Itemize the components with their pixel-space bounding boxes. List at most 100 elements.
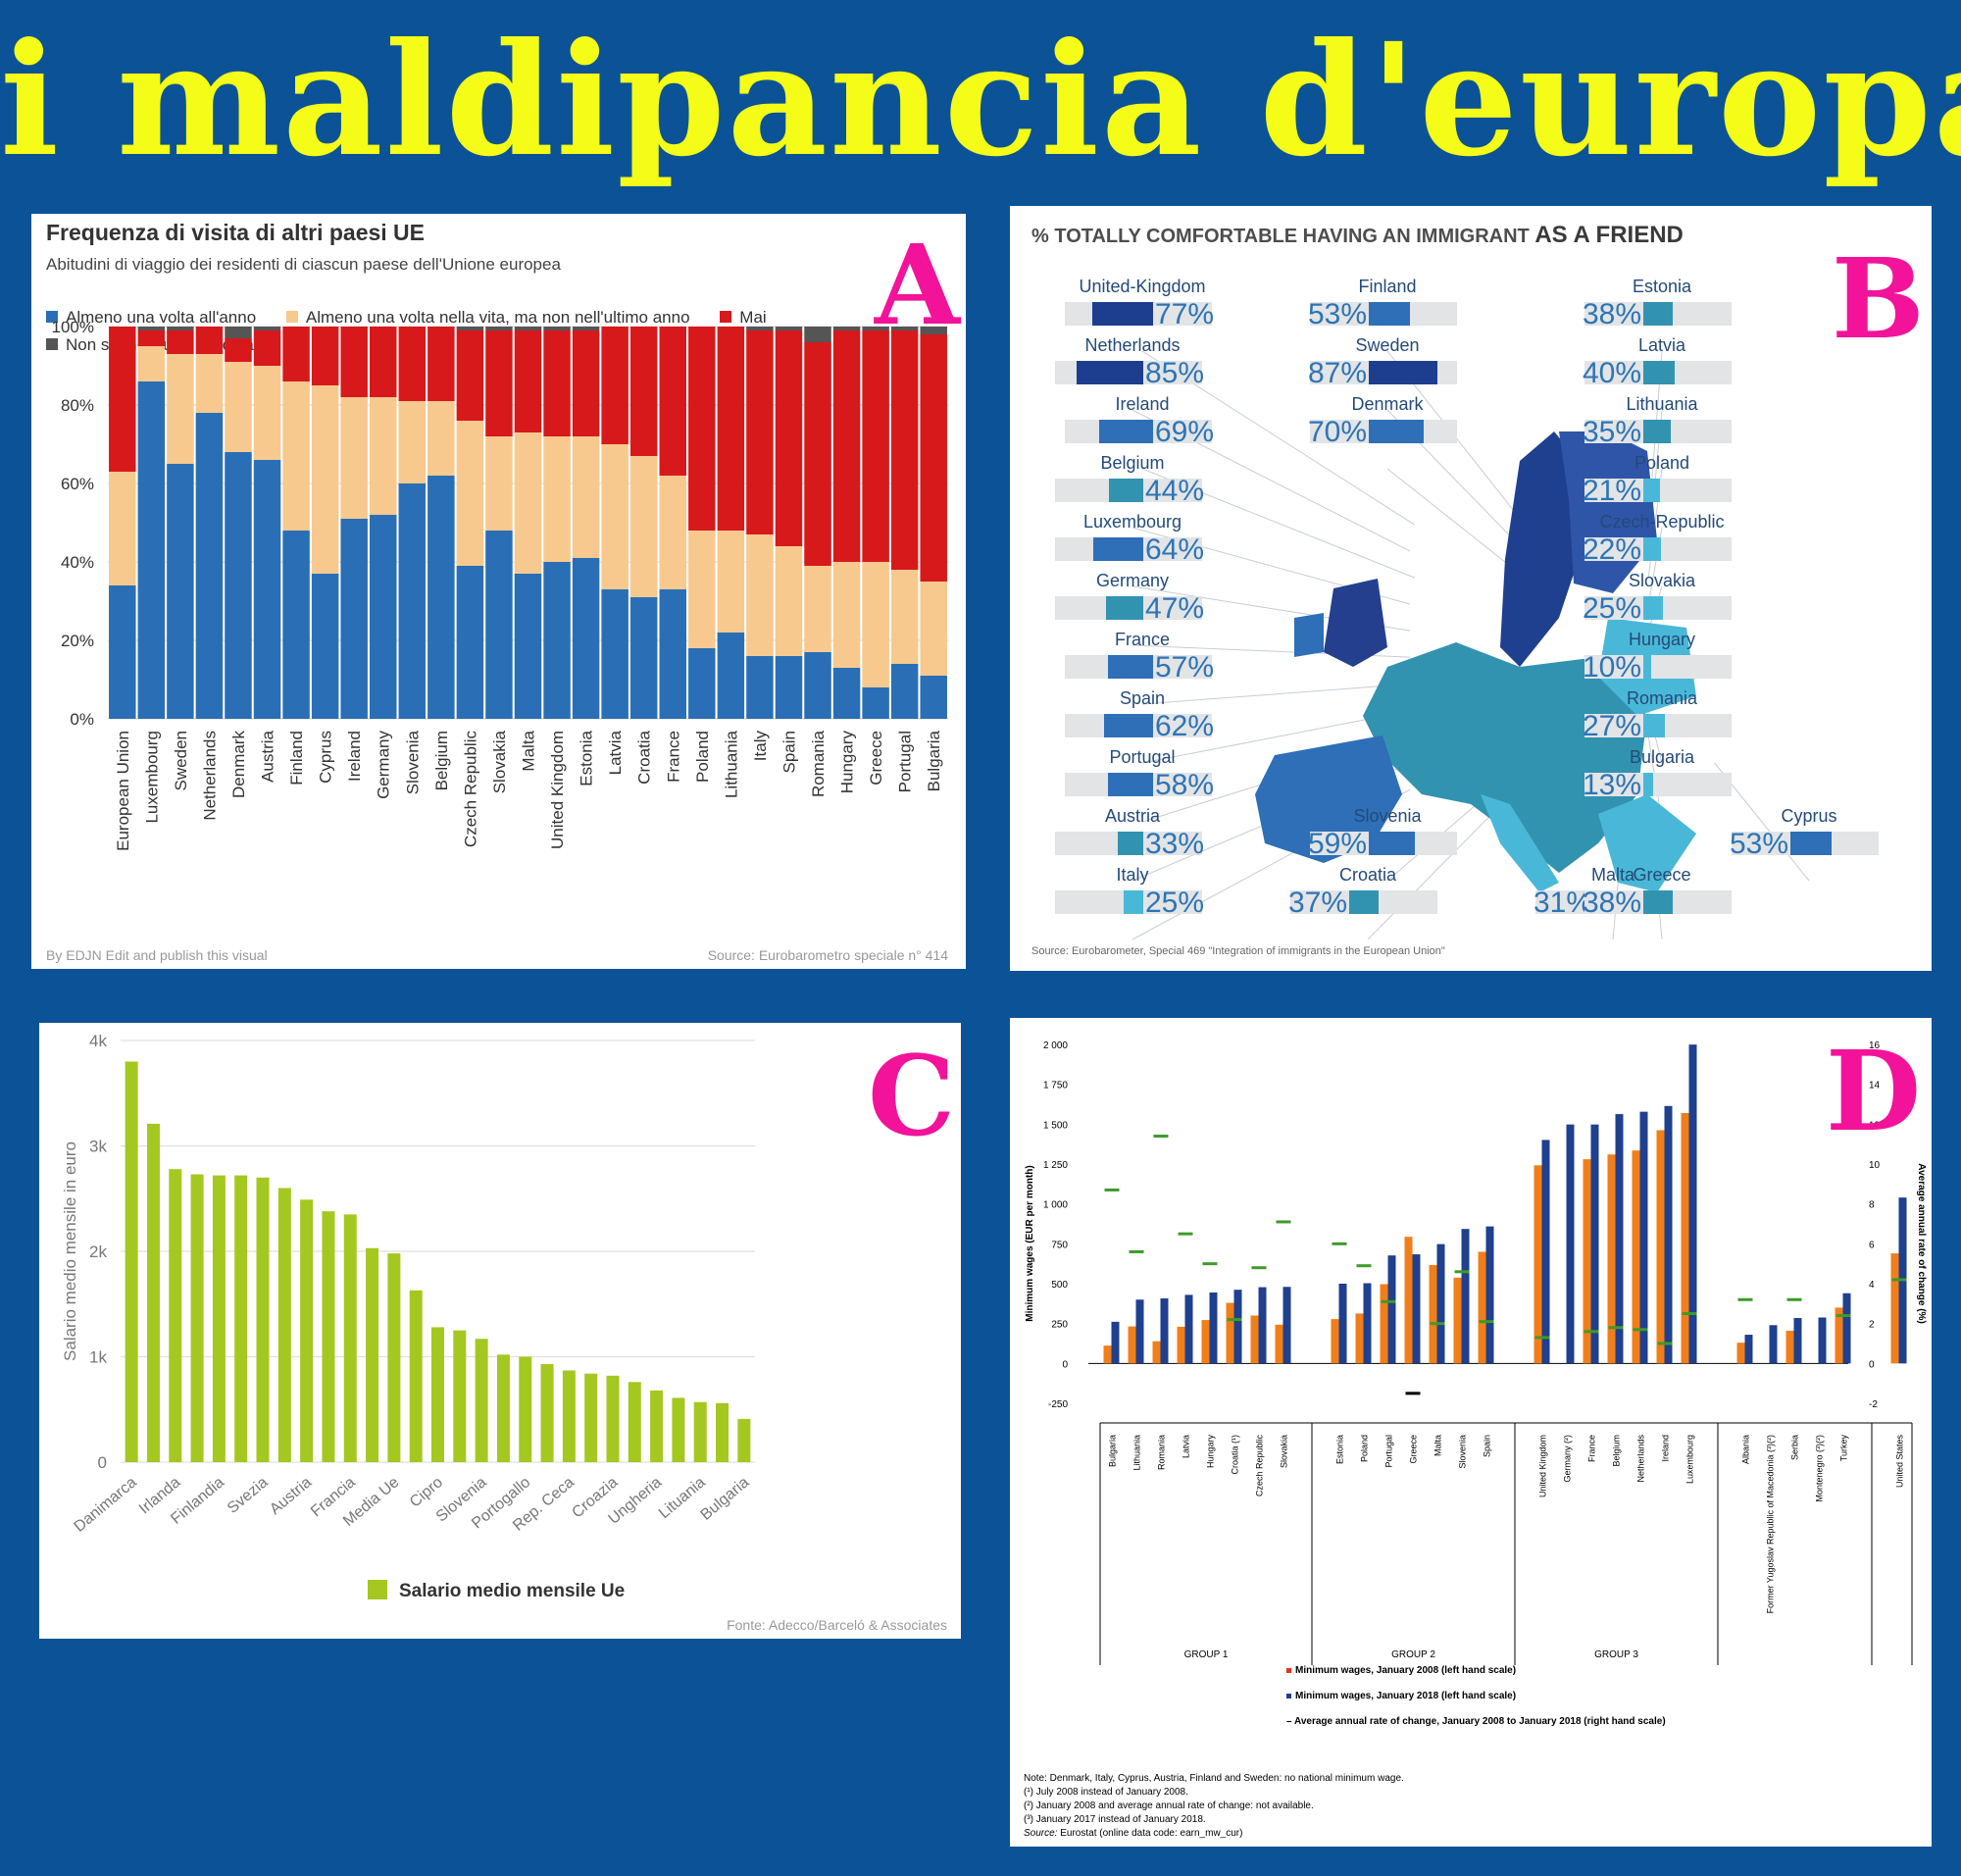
x-label-a-greece: Greece bbox=[867, 731, 885, 786]
value-label: 31% bbox=[1534, 887, 1593, 919]
y-tick-d-right-1: 0 bbox=[1869, 1359, 1875, 1370]
bar-a-estonia-s1 bbox=[572, 436, 600, 558]
value-track bbox=[1055, 596, 1202, 620]
value-track bbox=[1584, 479, 1732, 502]
legend-label-salary: Salario medio mensile Ue bbox=[399, 1581, 626, 1601]
bar-d-2018-latvia bbox=[1184, 1294, 1193, 1364]
bar-a-slovenia-s2 bbox=[398, 327, 427, 401]
bar-a-sweden-s2 bbox=[167, 330, 194, 354]
bar-c-21 bbox=[584, 1373, 598, 1462]
y-tick-d-left-8: 1 750 bbox=[1043, 1081, 1068, 1091]
country-card-portugal: Portugal 58% bbox=[1049, 747, 1235, 810]
bar-d-2018-croatia bbox=[1233, 1290, 1242, 1364]
bar-a-czech-republic-s3 bbox=[456, 327, 484, 330]
map-shape-uk bbox=[1324, 579, 1387, 667]
bar-d-2008-belgium bbox=[1607, 1154, 1616, 1364]
legend-label-2018: Minimum wages, January 2018 (left hand s… bbox=[1295, 1691, 1517, 1701]
y-tick-a-1: 20% bbox=[61, 632, 94, 650]
value-fill bbox=[1092, 302, 1153, 326]
bar-d-2008-poland bbox=[1355, 1313, 1364, 1364]
chart-a-plot: 0% 20% 40% 60% 80% 100% European Union Luxembou… bbox=[52, 322, 948, 851]
bar-d-2008-slovakia bbox=[1275, 1324, 1283, 1364]
bar-d-2018-serbia bbox=[1793, 1317, 1802, 1364]
y-tick-d-right-7: 12 bbox=[1869, 1120, 1881, 1131]
bar-d-2018-germany bbox=[1566, 1124, 1575, 1364]
bar-c-28 bbox=[737, 1418, 751, 1462]
bar-a-spain-s3 bbox=[775, 327, 803, 330]
chart-c-plot: 0 1k 2k 3k 4k Salario medio mensile in euro Da… bbox=[61, 1032, 755, 1536]
bar-a-austria-s0 bbox=[253, 460, 281, 719]
bar-d-2008-france bbox=[1583, 1159, 1591, 1364]
country-card-ireland: Ireland 69% bbox=[1049, 394, 1235, 457]
value-track bbox=[1310, 302, 1457, 326]
bar-a-poland-s0 bbox=[688, 648, 716, 719]
country-name: Germany bbox=[1095, 571, 1170, 590]
x-label-d-lithuania: Lithuania bbox=[1132, 1435, 1142, 1471]
y-tick-d-left-1: 0 bbox=[1062, 1359, 1068, 1370]
value-label: 10% bbox=[1583, 651, 1642, 684]
panel-letter-d: D bbox=[1826, 1028, 1922, 1156]
x-label-d-serbia: Serbia bbox=[1790, 1435, 1800, 1460]
legend-swatch-dontknow bbox=[46, 338, 58, 350]
x-label-d-germany: Germany (²) bbox=[1563, 1435, 1573, 1483]
x-label-a-latvia: Latvia bbox=[606, 730, 625, 775]
value-fill bbox=[1643, 537, 1661, 561]
bar-c-10 bbox=[343, 1214, 357, 1462]
bar-a-lithuania-s2 bbox=[717, 327, 745, 531]
bar-a-denmark-s2 bbox=[225, 338, 252, 362]
x-label-d-ireland: Ireland bbox=[1661, 1435, 1671, 1462]
value-fill bbox=[1369, 302, 1410, 326]
bar-a-lithuania-s1 bbox=[717, 531, 745, 633]
country-name: Bulgaria bbox=[1629, 747, 1695, 767]
x-label-d-spain: Spain bbox=[1483, 1435, 1492, 1457]
value-track bbox=[1310, 420, 1457, 443]
bar-d-2008-czech-republic bbox=[1250, 1315, 1259, 1364]
bar-a-sweden-s0 bbox=[167, 464, 194, 719]
bar-a-european-union-s0 bbox=[109, 585, 136, 719]
bar-d-2018-bulgaria bbox=[1111, 1321, 1120, 1364]
legend-label-yearly: Almeno una volta all'anno bbox=[66, 308, 257, 327]
legend-label-2008: Minimum wages, January 2008 (left hand s… bbox=[1295, 1665, 1517, 1676]
x-label-d-montenegro: Montenegro (³)(²) bbox=[1815, 1435, 1825, 1502]
legend-swatch-yearly bbox=[46, 311, 58, 323]
bar-d-2008-albania bbox=[1736, 1343, 1745, 1364]
x-label-a-malta: Malta bbox=[520, 730, 538, 771]
bar-d-2008-portugal bbox=[1380, 1284, 1388, 1364]
y-tick-d-left-6: 1 250 bbox=[1043, 1160, 1068, 1171]
country-card-belgium: Belgium 44% bbox=[1039, 453, 1226, 516]
country-name: Sweden bbox=[1355, 335, 1420, 355]
bar-a-bulgaria-s1 bbox=[920, 582, 947, 676]
x-label-a-hungary: Hungary bbox=[838, 731, 857, 794]
chart-a-footer-left[interactable]: By EDJN Edit and publish this visual bbox=[46, 947, 268, 963]
bar-a-austria-s3 bbox=[253, 327, 281, 330]
country-card-bulgaria: Bulgaria 13% bbox=[1569, 747, 1755, 810]
value-fill bbox=[1109, 479, 1143, 502]
x-label-a-france: France bbox=[664, 731, 682, 783]
y-tick-a-2: 40% bbox=[61, 553, 94, 572]
group-label-d-0: GROUP 1 bbox=[1184, 1649, 1229, 1660]
legend-label-never: Mai bbox=[739, 308, 767, 327]
y-tick-d-right-9: 16 bbox=[1869, 1040, 1881, 1051]
group-label-d-2: GROUP 3 bbox=[1594, 1649, 1638, 1660]
value-track bbox=[1584, 420, 1732, 443]
x-label-d-estonia: Estonia bbox=[1335, 1435, 1345, 1464]
value-track bbox=[1584, 537, 1732, 561]
bar-a-italy-s0 bbox=[746, 656, 774, 719]
value-track bbox=[1055, 479, 1202, 502]
x-label-d-greece: Greece bbox=[1409, 1435, 1419, 1464]
value-track bbox=[1065, 714, 1212, 737]
x-label-d-bulgaria: Bulgaria bbox=[1108, 1435, 1118, 1467]
country-name: Spain bbox=[1119, 688, 1166, 708]
bar-d-2018-netherlands bbox=[1639, 1111, 1648, 1364]
value-label: 59% bbox=[1308, 828, 1368, 860]
x-label-d-united-states: United States bbox=[1895, 1435, 1905, 1489]
value-label: 64% bbox=[1144, 533, 1204, 566]
chart-d-source-label: Source: bbox=[1024, 1828, 1058, 1839]
rate-mark-d-latvia bbox=[1178, 1232, 1193, 1236]
country-name: Netherlands bbox=[1084, 335, 1181, 355]
x-label-a-sweden: Sweden bbox=[172, 731, 190, 790]
bar-a-czech-republic-s1 bbox=[456, 421, 484, 566]
bar-a-sweden-s3 bbox=[167, 327, 194, 330]
country-card-estonia: Estonia 38% bbox=[1569, 277, 1755, 339]
bar-a-portugal-s2 bbox=[890, 330, 919, 570]
